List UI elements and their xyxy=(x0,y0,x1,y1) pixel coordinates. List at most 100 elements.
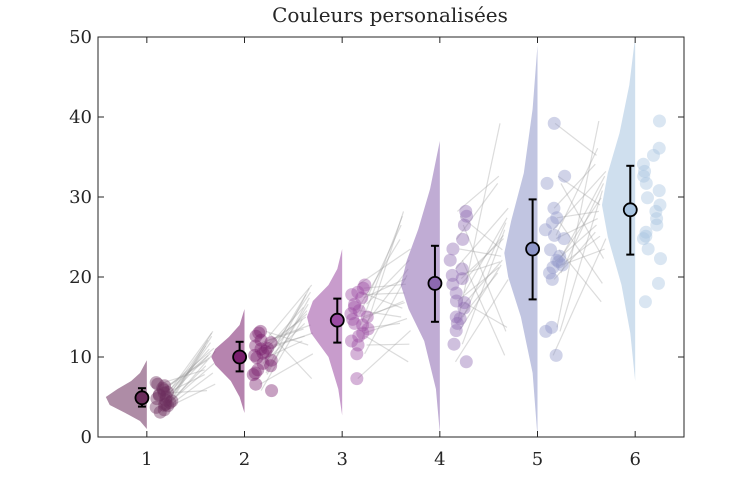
data-point-group-5 xyxy=(547,116,561,130)
connector-line xyxy=(461,229,506,345)
connector-line xyxy=(553,163,596,209)
connector-line xyxy=(163,365,207,408)
connector-line xyxy=(361,300,404,320)
data-point-group-1 xyxy=(156,383,170,397)
data-point-group-6 xyxy=(639,176,653,190)
data-point-group-1 xyxy=(160,385,174,399)
data-point-group-6 xyxy=(649,204,663,218)
connector-line xyxy=(459,248,502,257)
connector-line xyxy=(554,122,597,156)
connector-line xyxy=(360,215,403,326)
connector-line xyxy=(463,302,508,328)
data-point-group-3 xyxy=(361,322,375,336)
violin-group-3 xyxy=(307,249,343,416)
data-point-group-2 xyxy=(248,366,262,380)
x-tick-label: 1 xyxy=(141,449,152,470)
data-point-group-1 xyxy=(158,379,172,393)
y-tick-label: 10 xyxy=(69,347,92,368)
data-point-group-5 xyxy=(546,260,560,274)
data-point-group-6 xyxy=(653,252,667,266)
data-point-group-6 xyxy=(652,114,666,128)
connector-line xyxy=(558,249,602,303)
connector-line xyxy=(455,207,509,270)
connector-line xyxy=(365,268,409,324)
connector-line xyxy=(364,275,408,355)
data-point-group-3 xyxy=(350,347,364,361)
connector-line xyxy=(359,224,402,315)
data-point-group-1 xyxy=(165,394,179,408)
data-point-group-3 xyxy=(351,285,365,299)
data-point-group-1 xyxy=(157,398,171,412)
connector-line xyxy=(264,313,308,350)
data-point-group-3 xyxy=(356,326,370,340)
connector-line xyxy=(358,322,401,330)
connector-line xyxy=(556,120,600,328)
axes-box xyxy=(97,36,685,438)
data-point-group-2 xyxy=(254,333,268,347)
data-point-group-4 xyxy=(446,277,460,291)
y-tick-label: 20 xyxy=(69,267,92,288)
data-point-group-5 xyxy=(555,258,569,272)
x-tick-label: 5 xyxy=(532,449,543,470)
data-point-group-2 xyxy=(265,384,279,398)
data-point-group-1 xyxy=(161,399,175,413)
data-point-group-5 xyxy=(549,348,563,362)
data-point-group-4 xyxy=(450,316,464,330)
data-point-group-5 xyxy=(538,223,552,237)
data-point-group-3 xyxy=(350,372,364,386)
connector-line xyxy=(259,332,314,352)
data-point-group-1 xyxy=(157,386,171,400)
data-point-group-1 xyxy=(151,377,165,391)
violin-group-4 xyxy=(400,141,440,433)
data-point-group-5 xyxy=(545,272,559,286)
data-point-group-5 xyxy=(552,255,566,269)
connector-line xyxy=(460,238,504,280)
data-point-group-3 xyxy=(348,297,362,311)
data-point-group-4 xyxy=(459,204,473,218)
data-point-group-2 xyxy=(264,336,278,350)
x-tick-label: 2 xyxy=(239,449,250,470)
x-tick-label: 3 xyxy=(336,449,347,470)
y-tick-label: 30 xyxy=(69,187,92,208)
connector-line xyxy=(457,123,501,319)
connector-line xyxy=(163,369,205,384)
data-point-group-1 xyxy=(153,405,167,419)
connector-line xyxy=(169,372,214,406)
data-point-group-1 xyxy=(159,397,173,411)
connector-line xyxy=(455,183,499,240)
data-point-group-4 xyxy=(460,209,474,223)
connector-line xyxy=(260,319,303,391)
connector-line xyxy=(457,266,500,302)
data-point-group-5 xyxy=(544,243,558,257)
data-point-group-4 xyxy=(459,355,473,369)
connector-line xyxy=(262,335,305,349)
connector-line xyxy=(552,238,607,356)
data-point-group-2 xyxy=(254,324,268,338)
data-point-group-5 xyxy=(540,176,554,190)
data-point-group-3 xyxy=(351,338,365,352)
data-point-group-5 xyxy=(558,169,572,183)
y-tick-label: 40 xyxy=(69,107,92,128)
x-tick-label: 6 xyxy=(629,449,640,470)
data-point-group-2 xyxy=(251,363,265,377)
connector-line xyxy=(560,183,605,274)
data-point-group-3 xyxy=(347,300,361,314)
connector-line xyxy=(162,351,216,413)
mean-marker-group-6 xyxy=(622,202,638,218)
connector-line xyxy=(463,217,508,294)
connector-line xyxy=(560,183,605,259)
data-point-group-3 xyxy=(356,318,370,332)
connector-line xyxy=(459,215,503,251)
data-point-group-4 xyxy=(456,232,470,246)
connector-line xyxy=(357,330,411,380)
data-point-group-5 xyxy=(543,266,557,280)
y-tick-label: 0 xyxy=(81,427,92,448)
data-point-group-6 xyxy=(639,229,653,243)
data-point-group-6 xyxy=(636,232,650,246)
connector-line xyxy=(167,352,211,398)
connector-line xyxy=(262,322,306,364)
data-point-group-4 xyxy=(457,218,471,232)
connector-line xyxy=(361,211,405,342)
connector-line xyxy=(363,283,406,289)
data-point-group-4 xyxy=(449,286,463,300)
